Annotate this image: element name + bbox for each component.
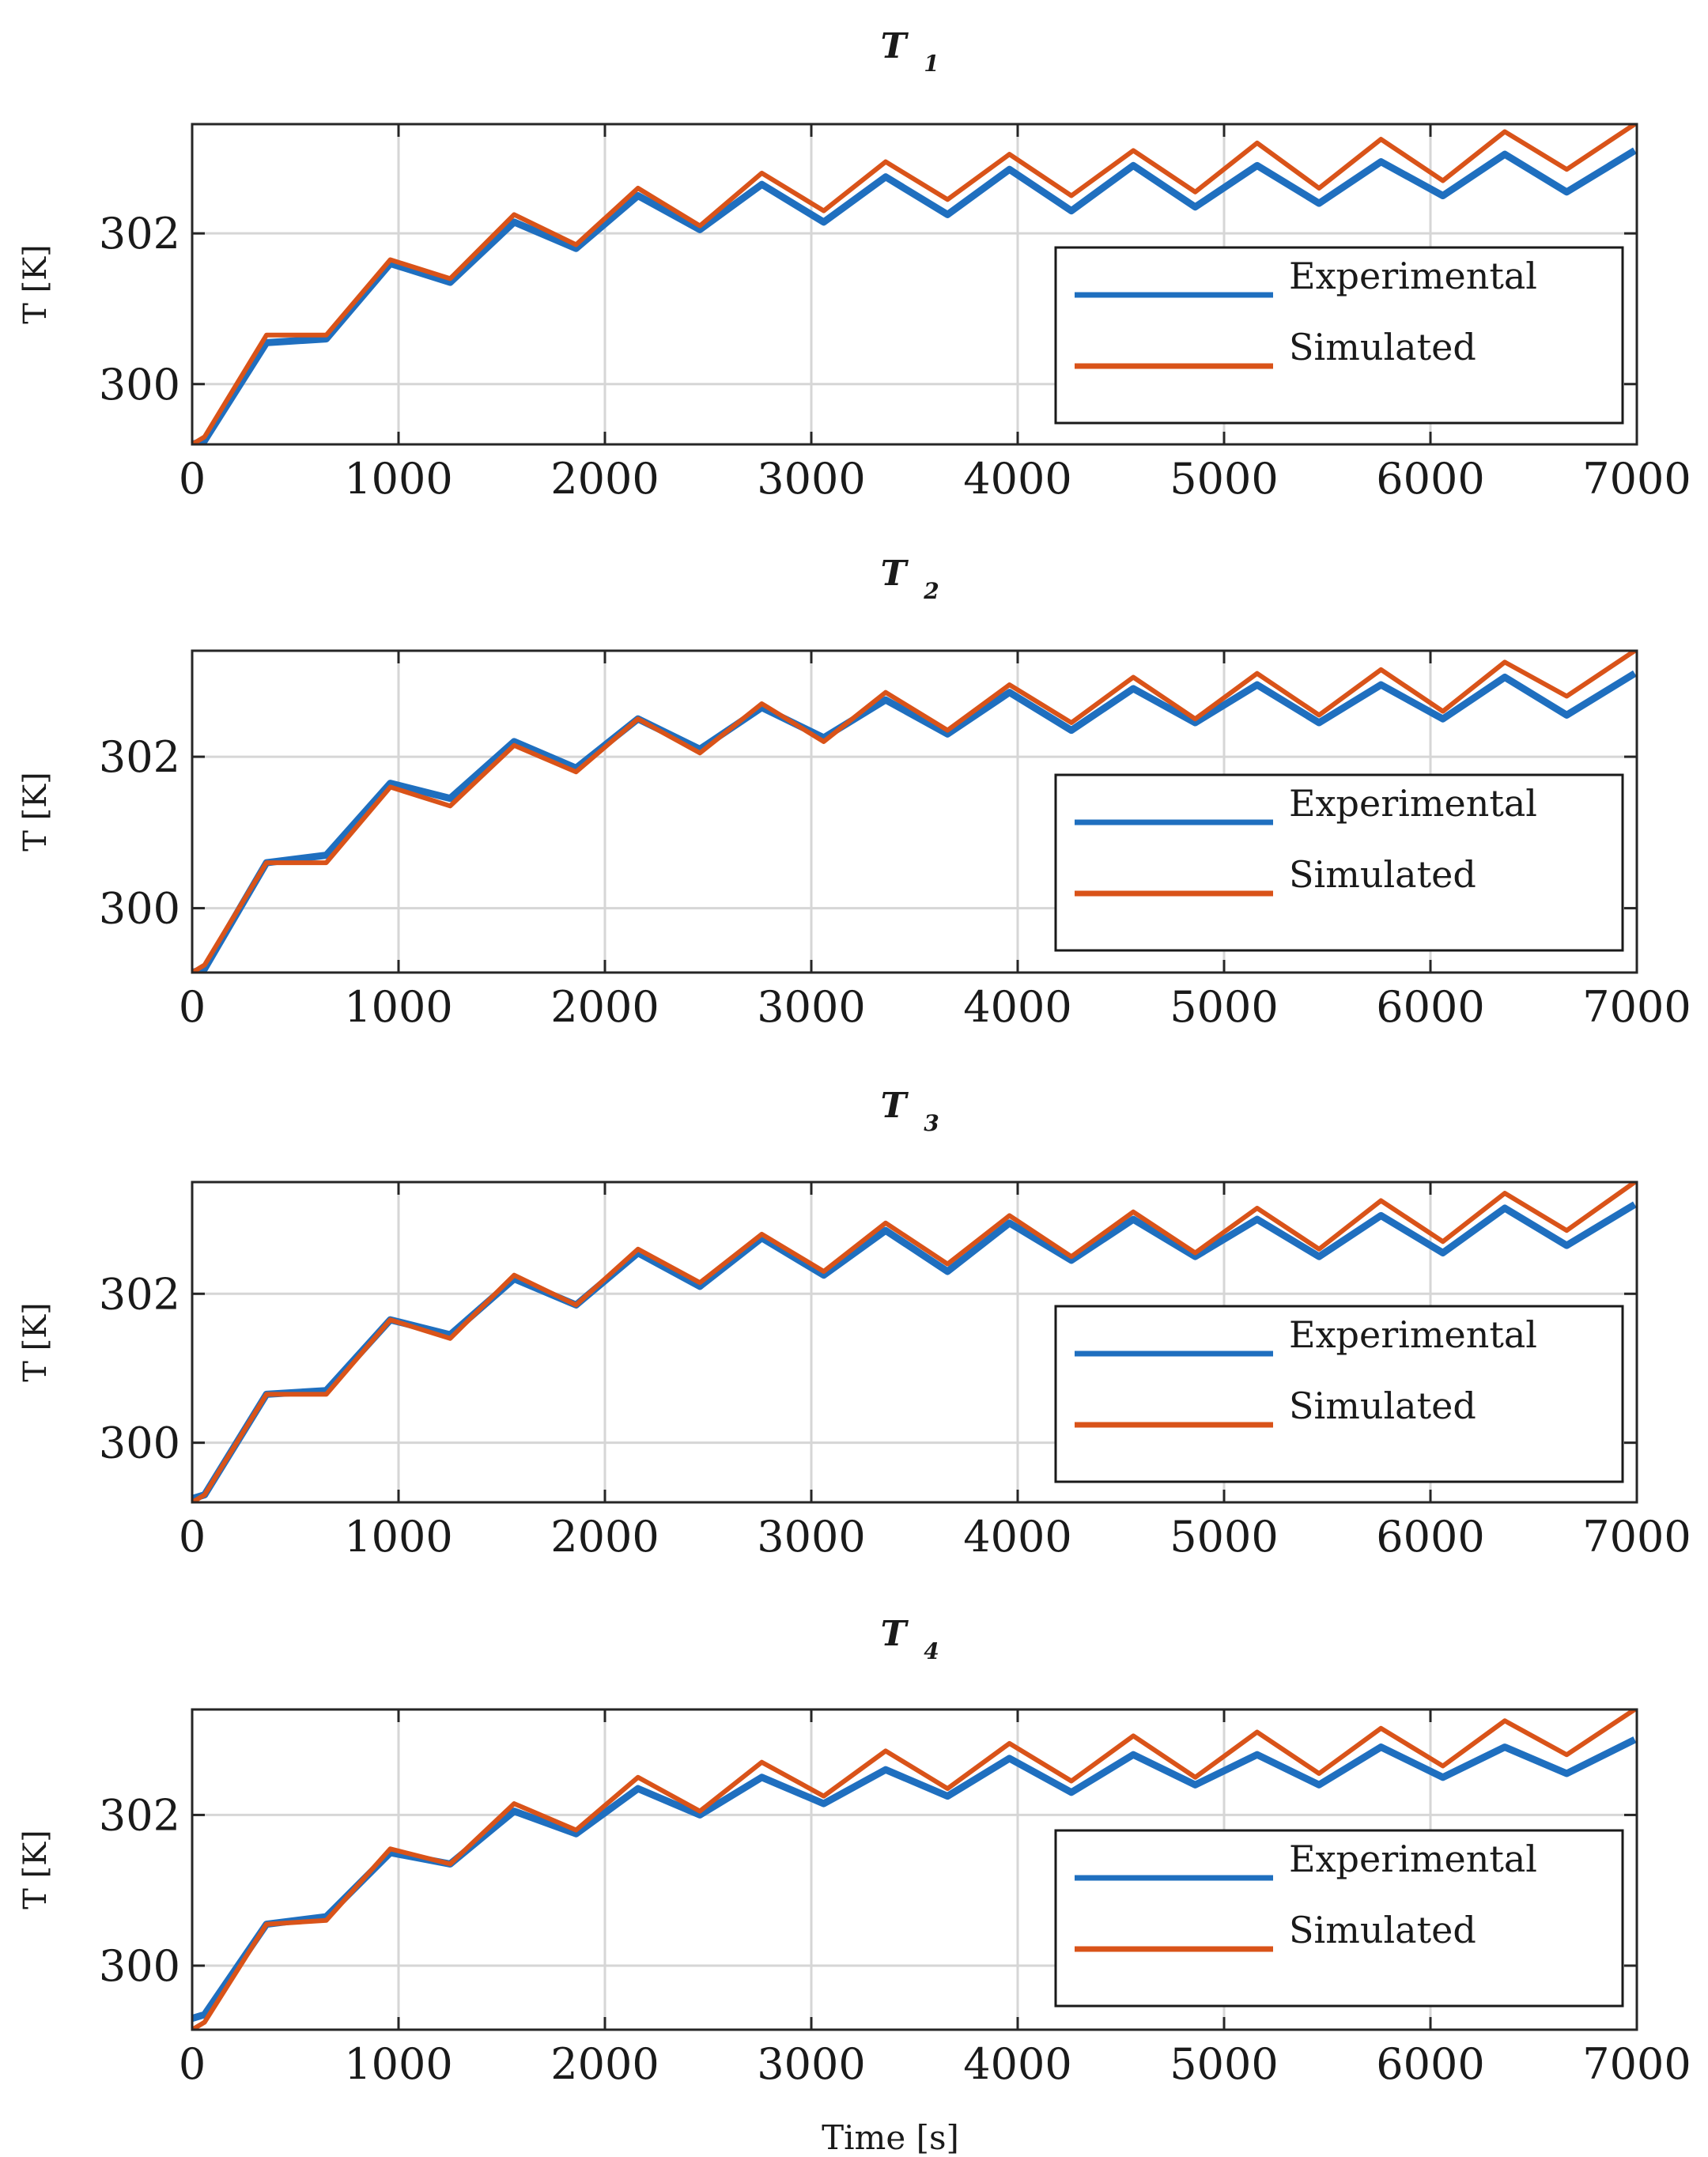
y-axis-label: T [K] [17,244,54,324]
x-tick-label: 6000 [1376,982,1484,1032]
legend-label: Simulated [1289,1384,1476,1427]
legend-label: Simulated [1289,326,1476,368]
panel-title: T [881,553,909,594]
legend-label: Simulated [1289,853,1476,896]
x-tick-label: 5000 [1170,2039,1278,2089]
x-axis-label: Time [s] [822,2118,959,2157]
y-axis-label: T [K] [17,1830,54,1910]
y-tick-label: 300 [99,884,180,934]
x-tick-label: 6000 [1376,2039,1484,2089]
x-tick-label: 5000 [1170,982,1278,1032]
axes-box [191,1180,1638,1504]
legend-label: Experimental [1289,1313,1537,1356]
series-line-simulated [192,1182,1637,1502]
x-tick-label: 7000 [1582,454,1691,504]
x-tick-label: 3000 [757,454,865,504]
legend-box [1054,1305,1624,1483]
series-line-experimental [192,670,1637,973]
x-tick-label: 4000 [963,1512,1071,1562]
x-tick-label: 3000 [757,982,865,1032]
legend: Experimental Simulated [1054,773,1624,952]
x-tick-label: 5000 [1170,454,1278,504]
x-tick-label: 4000 [963,982,1071,1032]
panel-1: T 1 0 1000 2000 3000 4000 5000 6000 7000 300 302 T [… [17,26,1691,504]
panel-title: T [881,1614,909,1654]
x-tick-label: 2000 [550,1512,659,1562]
x-tick-label: 4000 [963,454,1071,504]
y-tick-label: 300 [99,1941,180,1991]
y-tick-label: 302 [99,732,180,782]
x-tick-label: 3000 [757,1512,865,1562]
x-tick-label: 1000 [344,1512,452,1562]
panel-2: T 2 0 1000 2000 3000 4000 5000 6000 7000 300 302 T [… [17,553,1691,1032]
y-axis-label: T [K] [17,1302,54,1382]
x-tick-label: 2000 [550,454,659,504]
series-line-experimental [192,1736,1637,2023]
y-tick-label: 302 [99,209,180,259]
x-tick-label: 7000 [1582,982,1691,1032]
x-tick-label: 7000 [1582,2039,1691,2089]
panel-title-subscript: 4 [924,1638,939,1664]
x-tick-label: 1000 [344,454,452,504]
axes-box [191,1708,1638,2031]
panel-title-subscript: 3 [924,1110,939,1136]
x-tick-label: 2000 [550,982,659,1032]
x-tick-label: 1000 [344,2039,452,2089]
x-tick-label: 7000 [1582,1512,1691,1562]
legend-box [1054,773,1624,952]
legend-label: Experimental [1289,1838,1537,1880]
panel-title: T [881,1086,909,1126]
x-tick-label: 1000 [344,982,452,1032]
panel-4: T 4 0 1000 2000 3000 4000 5000 6000 7000 300 302 T [… [17,1614,1691,2157]
y-tick-label: 300 [99,1418,180,1468]
panel-3: T 3 0 1000 2000 3000 4000 5000 6000 7000 300 302 T [… [17,1086,1691,1562]
y-tick-label: 300 [99,360,180,410]
x-tick-label: 0 [179,2039,206,2089]
x-tick-label: 4000 [963,2039,1071,2089]
series-line-experimental [192,147,1637,444]
legend: Experimental Simulated [1054,1305,1624,1483]
y-tick-label: 302 [99,1790,180,1840]
x-tick-label: 6000 [1376,1512,1484,1562]
x-tick-label: 0 [179,982,206,1032]
x-tick-label: 2000 [550,2039,659,2089]
panel-title: T [881,26,909,66]
y-axis-label: T [K] [17,772,54,852]
axes-box [191,649,1638,974]
x-tick-label: 6000 [1376,454,1484,504]
legend-label: Experimental [1289,255,1537,297]
legend-box [1054,246,1624,425]
legend-label: Experimental [1289,782,1537,825]
legend-label: Simulated [1289,1909,1476,1951]
legend: Experimental Simulated [1054,246,1624,425]
x-tick-label: 0 [179,454,206,504]
legend: Experimental Simulated [1054,1829,1624,2008]
x-tick-label: 0 [179,1512,206,1562]
panel-title-subscript: 2 [923,578,939,604]
panel-title-subscript: 1 [924,51,939,77]
series-line-simulated [192,1709,1637,2030]
series-line-simulated [192,124,1637,444]
legend-box [1054,1829,1624,2008]
x-tick-label: 5000 [1170,1512,1278,1562]
axes-box [191,123,1638,446]
x-tick-label: 3000 [757,2039,865,2089]
y-tick-label: 302 [99,1269,180,1319]
series-line-simulated [192,651,1637,973]
